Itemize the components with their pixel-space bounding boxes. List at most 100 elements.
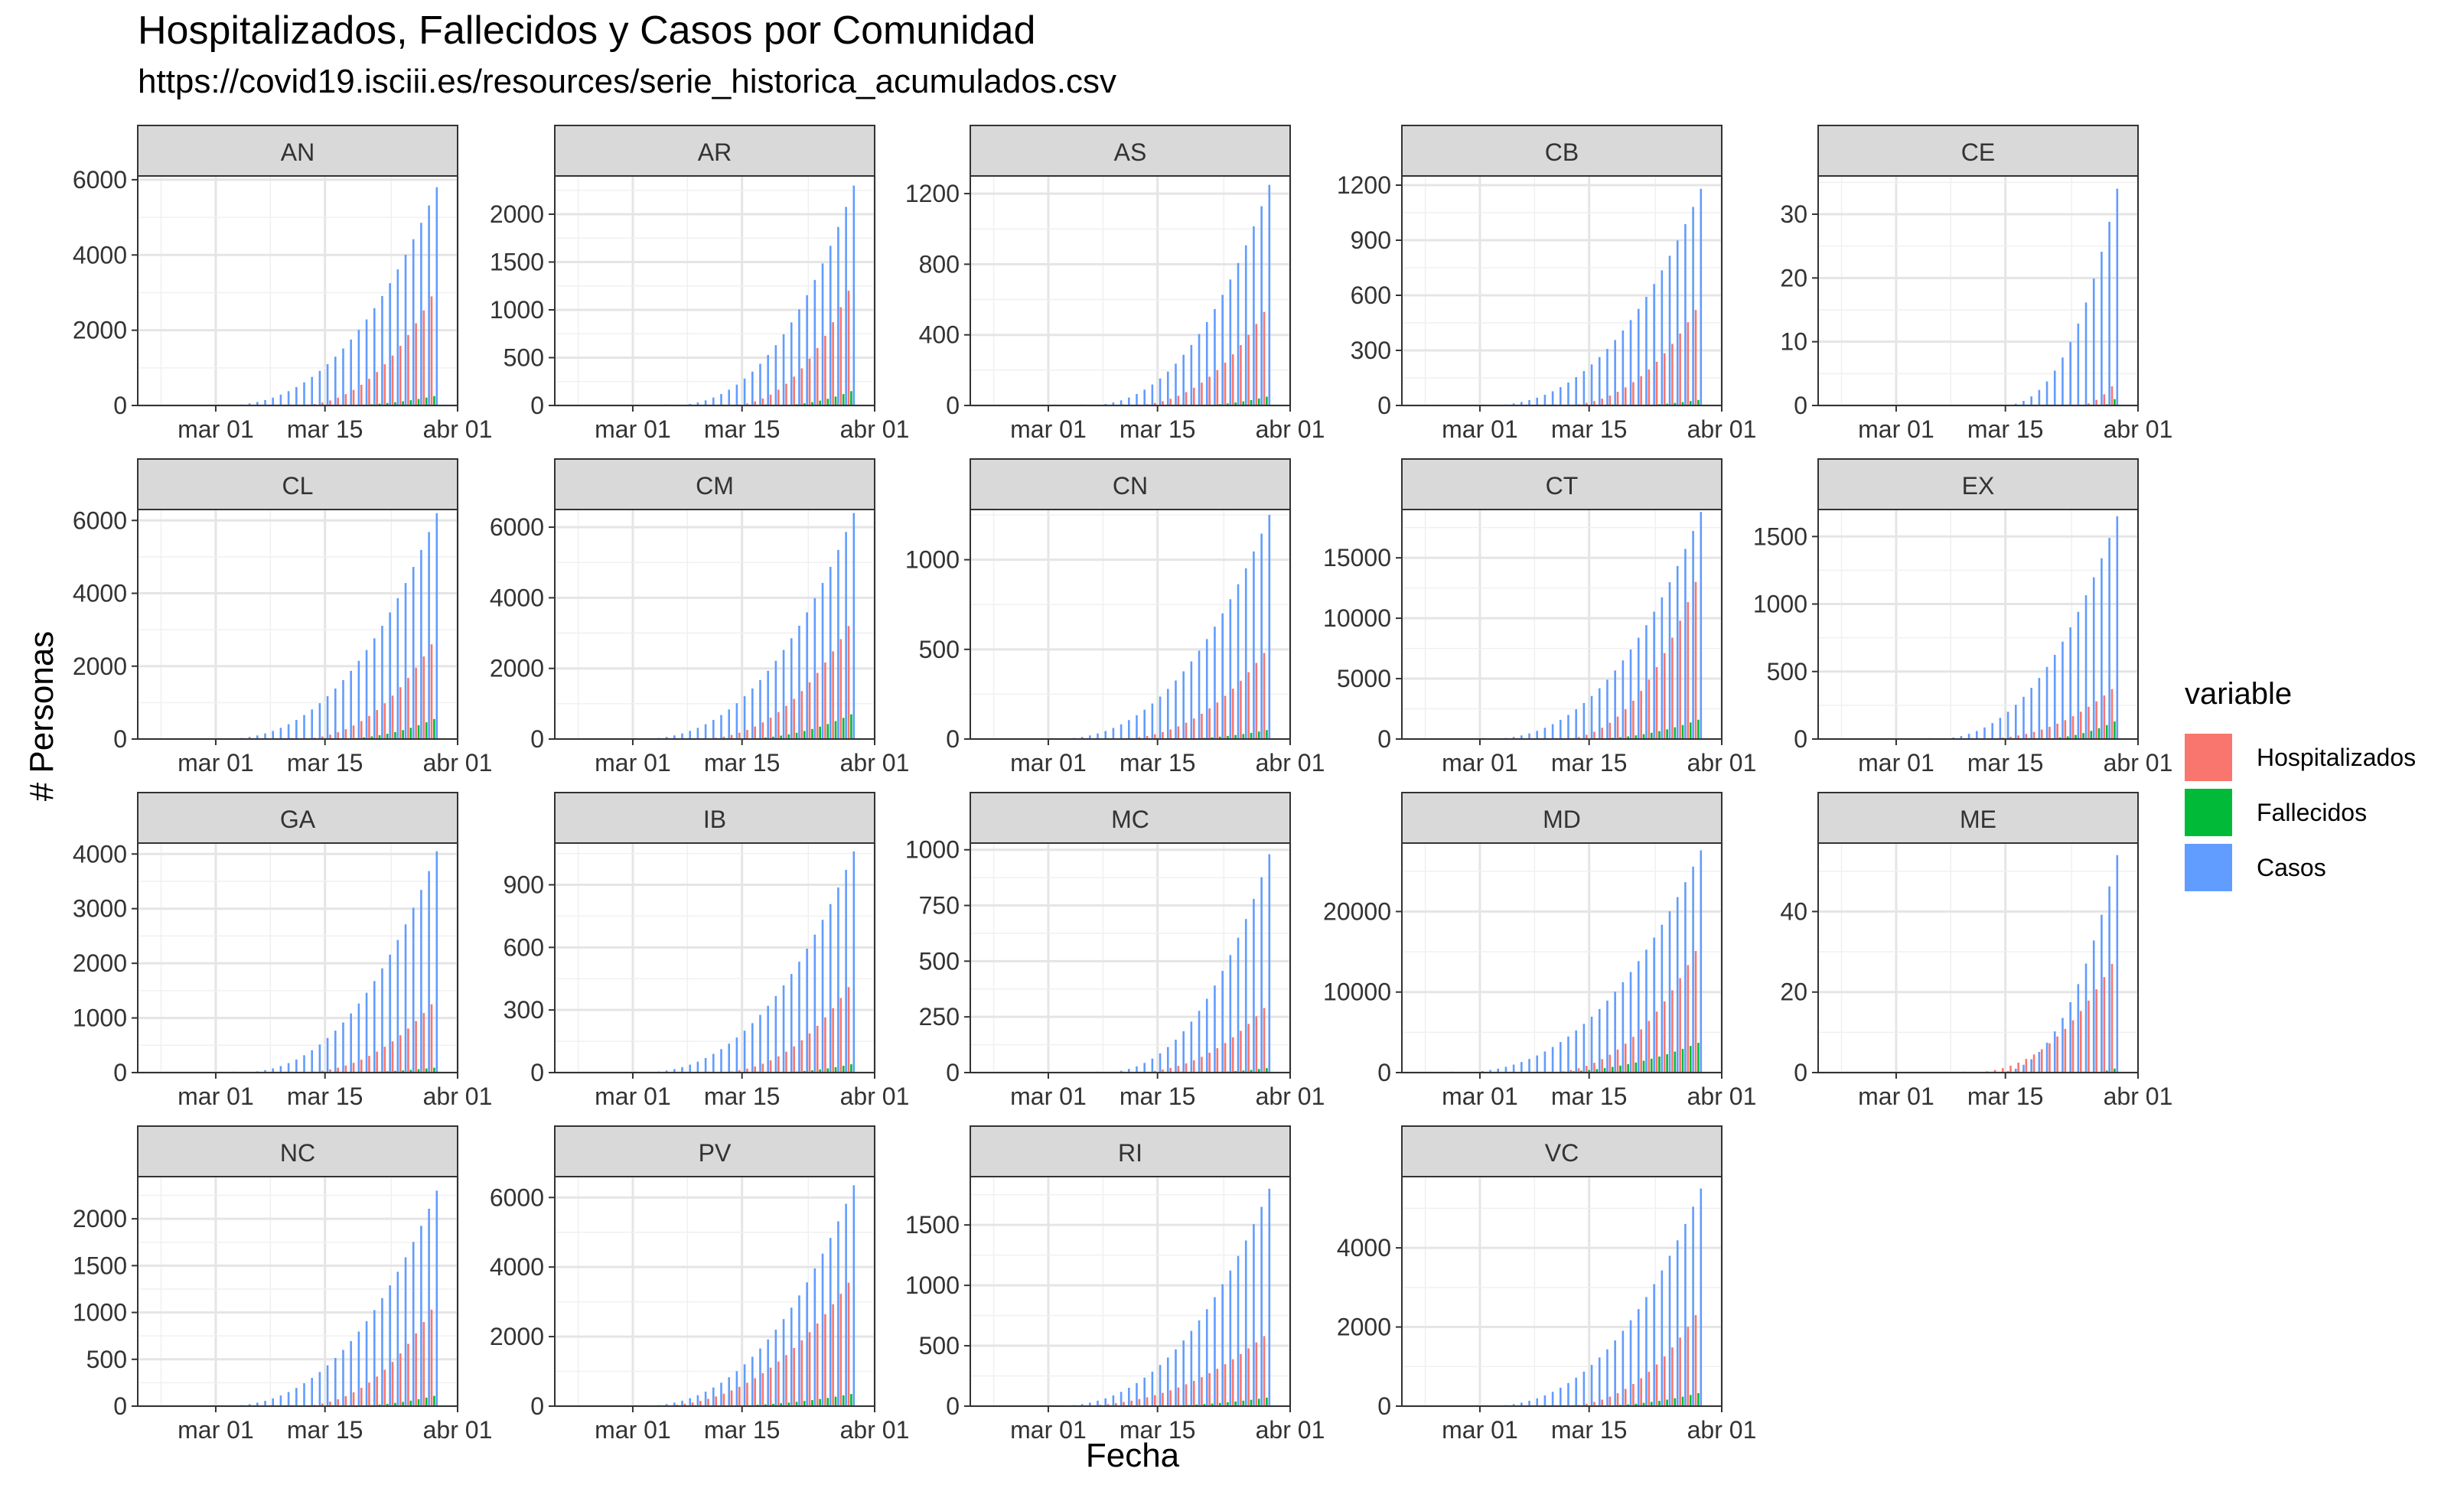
bar-hospitalizados	[2110, 963, 2114, 1073]
bar-casos	[665, 737, 668, 739]
bar-hospitalizados	[1130, 1400, 1133, 1406]
bar-hospitalizados	[1153, 734, 1156, 739]
bar-hospitalizados	[1216, 702, 1219, 739]
y-tick-label: 1200	[905, 180, 960, 207]
bar-fallecidos	[1218, 736, 1221, 739]
bar-casos	[689, 731, 692, 739]
x-tick-label: abr 01	[423, 1416, 493, 1444]
bar-casos	[2045, 1042, 2048, 1073]
bar-hospitalizados	[337, 732, 339, 739]
bar-fallecidos	[826, 399, 829, 405]
bar-casos	[365, 319, 368, 405]
bar-hospitalizados	[1694, 951, 1697, 1073]
bar-hospitalizados	[1655, 361, 1658, 405]
x-tick-label: mar 01	[1442, 749, 1518, 777]
bar-casos	[1159, 378, 1162, 405]
bar-casos	[311, 709, 313, 739]
bar-hospitalizados	[1169, 399, 1172, 405]
facet-label: AN	[281, 138, 315, 166]
bar-casos	[1700, 1188, 1703, 1406]
bar-hospitalizados	[1208, 1053, 1211, 1073]
bar-casos	[264, 399, 266, 405]
bar-casos	[1551, 1047, 1554, 1073]
bar-casos	[1543, 1051, 1547, 1073]
bar-hospitalizados	[2095, 989, 2097, 1073]
bar-hospitalizados	[1138, 737, 1141, 739]
bar-hospitalizados	[2079, 711, 2082, 739]
bar-hospitalizados	[329, 734, 331, 739]
bar-fallecidos	[363, 737, 365, 739]
bar-casos	[1268, 854, 1271, 1073]
y-tick-label: 4000	[73, 241, 127, 269]
x-tick-label: mar 01	[178, 415, 254, 443]
bar-casos	[1684, 223, 1687, 405]
y-tick-label: 400	[919, 321, 960, 349]
y-tick-label: 2000	[490, 1323, 544, 1350]
bar-hospitalizados	[2110, 689, 2114, 739]
bar-hospitalizados	[808, 1033, 811, 1073]
x-axis-title: Fecha	[1085, 1437, 1180, 1474]
bar-casos	[2077, 611, 2080, 739]
bar-hospitalizados	[360, 1060, 363, 1073]
bar-casos	[264, 1070, 266, 1073]
y-tick-label: 15000	[1323, 544, 1391, 571]
facet-panel-ex: EX 0 500 1000 1500 mar 01 mar 15 abr 01	[1753, 458, 2172, 777]
bar-hospitalizados	[847, 291, 850, 405]
bar-casos	[272, 731, 275, 739]
bar-casos	[1700, 512, 1703, 739]
bar-casos	[357, 1331, 360, 1406]
bar-casos	[1590, 1016, 1593, 1073]
bar-fallecidos	[402, 401, 404, 405]
bar-hospitalizados	[1115, 1403, 1117, 1406]
bar-hospitalizados	[1201, 1057, 1203, 1073]
facet-strip	[1817, 792, 2139, 844]
y-tick-label: 1000	[905, 836, 960, 864]
bar-fallecidos	[1234, 1401, 1237, 1406]
panel-border	[970, 842, 1291, 1073]
bar-hospitalizados	[368, 1382, 370, 1406]
bar-casos	[813, 934, 816, 1073]
bar-hospitalizados	[847, 987, 850, 1073]
y-tick-label: 4000	[73, 580, 127, 607]
bar-hospitalizados	[816, 347, 819, 405]
bar-fallecidos	[378, 1404, 381, 1406]
bar-casos	[1684, 882, 1687, 1073]
bar-casos	[1960, 736, 1963, 739]
bar-hospitalizados	[1655, 1364, 1658, 1406]
bar-casos	[1190, 344, 1193, 405]
bar-casos	[696, 402, 699, 405]
bar-hospitalizados	[391, 1362, 394, 1406]
bar-casos	[342, 679, 344, 739]
bar-hospitalizados	[1162, 401, 1164, 405]
bar-hospitalizados	[777, 711, 780, 739]
bar-fallecidos	[386, 1403, 389, 1406]
bar-hospitalizados	[746, 730, 748, 739]
bar-casos	[1190, 1021, 1193, 1073]
bar-casos	[1637, 961, 1640, 1073]
bar-casos	[2084, 595, 2088, 739]
bar-fallecidos	[378, 403, 381, 405]
bar-casos	[1229, 599, 1232, 739]
bar-hospitalizados	[839, 639, 843, 739]
y-tick-label: 2000	[73, 1205, 127, 1232]
bar-fallecidos	[1250, 732, 1253, 739]
bar-hospitalizados	[2009, 736, 2012, 739]
bar-hospitalizados	[2025, 1059, 2028, 1073]
bar-fallecidos	[1658, 731, 1661, 739]
bar-fallecidos	[1681, 724, 1684, 739]
bar-hospitalizados	[1169, 1067, 1172, 1073]
bar-casos	[1198, 1011, 1201, 1073]
facet-panel-an: AN 0 2000 4000 6000 mar 01 mar 15 abr 01	[73, 125, 492, 443]
bar-casos	[759, 1348, 761, 1406]
bar-hospitalizados	[1255, 663, 1258, 739]
bar-hospitalizados	[746, 1382, 748, 1406]
facet-strip	[970, 125, 1291, 177]
y-tick-label: 500	[504, 344, 544, 372]
bar-fallecidos	[1666, 1399, 1668, 1406]
bar-hospitalizados	[1577, 737, 1580, 739]
bar-casos	[326, 363, 329, 405]
bar-hospitalizados	[793, 376, 795, 405]
bar-casos	[311, 1378, 313, 1406]
bar-casos	[767, 354, 769, 405]
bar-fallecidos	[850, 1064, 852, 1073]
